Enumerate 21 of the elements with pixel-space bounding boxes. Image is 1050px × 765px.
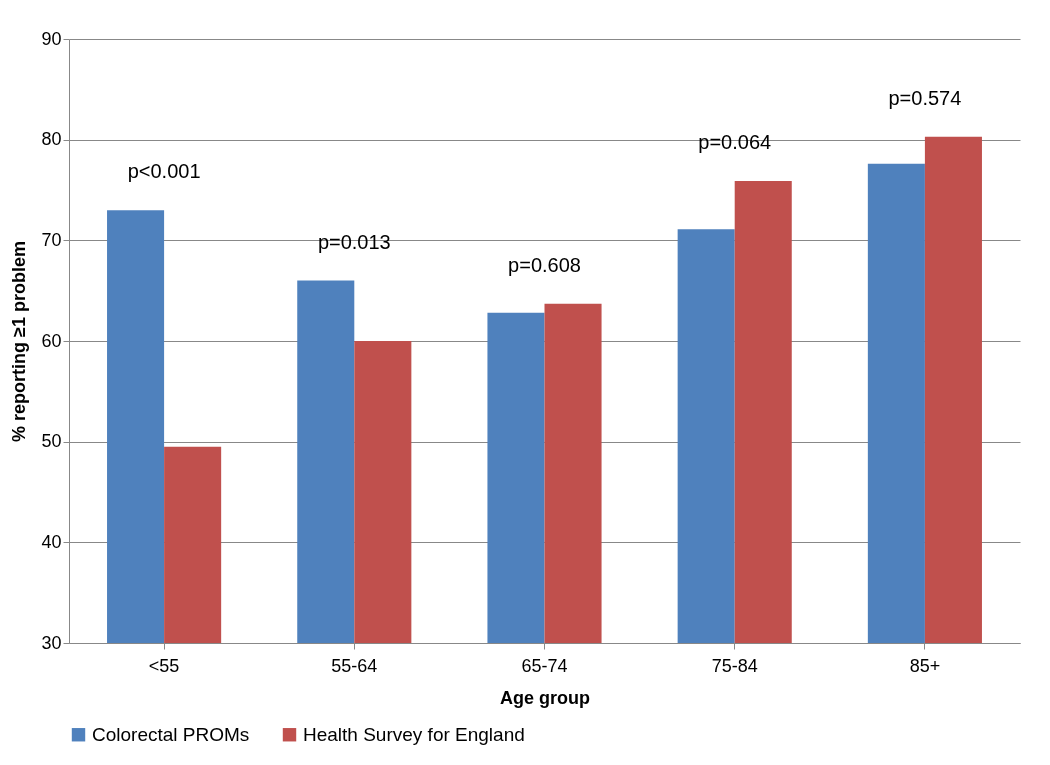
x-tick-label: 65-74 <box>521 655 568 676</box>
annotation: p=0.064 <box>698 130 772 153</box>
annotation: p=0.574 <box>888 86 962 109</box>
legend-label: Colorectal PROMs <box>92 723 250 745</box>
y-tick-label: 40 <box>41 531 62 552</box>
x-tick-label: 85+ <box>909 655 941 676</box>
annotation: p<0.001 <box>127 160 201 183</box>
y-tick-label: 80 <box>41 129 62 150</box>
y-tick-label: 60 <box>41 330 62 351</box>
y-tick-label: 30 <box>41 632 62 653</box>
annotation: p=0.608 <box>508 253 581 276</box>
annotation: p=0.013 <box>317 230 391 253</box>
x-axis-title: Age group <box>500 687 590 708</box>
y-tick-label: 90 <box>41 28 62 49</box>
y-tick-label: 70 <box>41 229 62 250</box>
legend-label: Health Survey for England <box>303 723 525 745</box>
x-tick-label: 55-64 <box>331 655 378 676</box>
y-axis-title: % reporting ≥1 problem <box>9 241 30 442</box>
x-tick-label: <55 <box>148 655 180 676</box>
y-tick-label: 50 <box>41 431 62 452</box>
x-tick-label: 75-84 <box>711 655 758 676</box>
